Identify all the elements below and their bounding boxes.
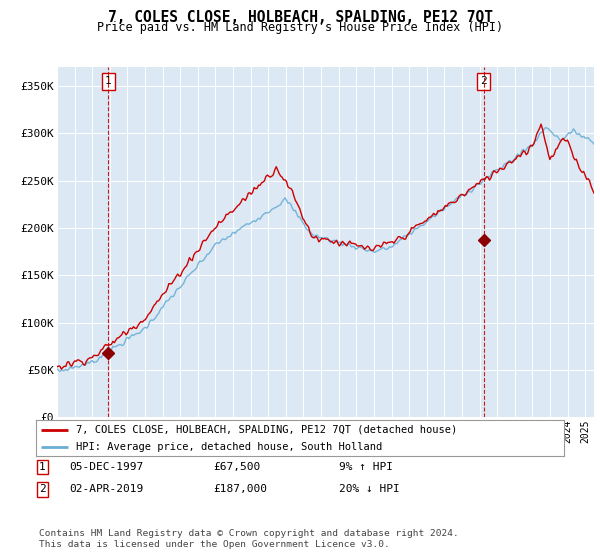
Text: 2: 2 [481, 76, 487, 86]
Text: Contains HM Land Registry data © Crown copyright and database right 2024.
This d: Contains HM Land Registry data © Crown c… [39, 529, 459, 549]
Text: 02-APR-2019: 02-APR-2019 [69, 484, 143, 494]
Text: 7, COLES CLOSE, HOLBEACH, SPALDING, PE12 7QT (detached house): 7, COLES CLOSE, HOLBEACH, SPALDING, PE12… [76, 425, 457, 435]
Text: 1: 1 [39, 462, 46, 472]
Text: 1: 1 [105, 76, 112, 86]
Text: Price paid vs. HM Land Registry's House Price Index (HPI): Price paid vs. HM Land Registry's House … [97, 21, 503, 34]
Text: HPI: Average price, detached house, South Holland: HPI: Average price, detached house, Sout… [76, 442, 382, 451]
Text: 05-DEC-1997: 05-DEC-1997 [69, 462, 143, 472]
Text: 2: 2 [39, 484, 46, 494]
Text: 20% ↓ HPI: 20% ↓ HPI [339, 484, 400, 494]
Text: 9% ↑ HPI: 9% ↑ HPI [339, 462, 393, 472]
Text: 7, COLES CLOSE, HOLBEACH, SPALDING, PE12 7QT: 7, COLES CLOSE, HOLBEACH, SPALDING, PE12… [107, 10, 493, 25]
Text: £67,500: £67,500 [213, 462, 260, 472]
Text: £187,000: £187,000 [213, 484, 267, 494]
